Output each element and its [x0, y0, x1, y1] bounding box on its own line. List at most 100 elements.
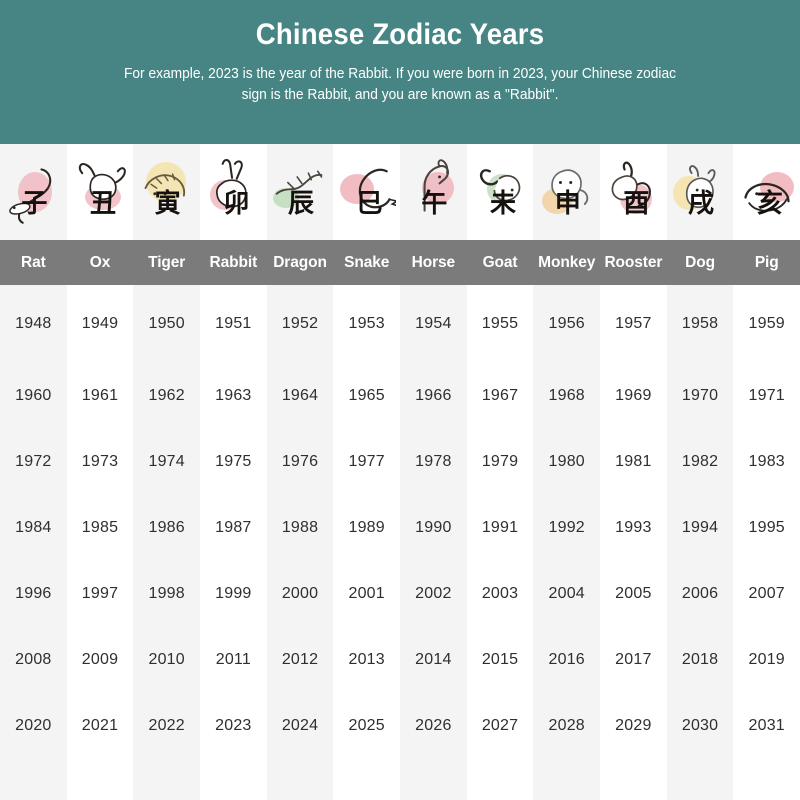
year-cell: 2018 [681, 651, 719, 668]
animal-sketch-ox-icon [71, 154, 129, 231]
year-cell: 2017 [615, 651, 652, 668]
earthly-branch-character: 卯 [223, 188, 250, 219]
year-cell: 1982 [681, 453, 719, 470]
year-cell: 1992 [548, 519, 585, 536]
zodiac-label-goat: Goat [482, 254, 518, 271]
year-cell: 2004 [548, 585, 585, 602]
page-subtitle: For example, 2023 is the year of the Rab… [123, 66, 677, 103]
zodiac-year-grid: 1948 1949 1950 1951 1952 1953 1954 1955 1956 1957… [0, 285, 800, 759]
animal-sketch-goat-icon [471, 154, 529, 231]
page-title: Chinese Zodiac Years [255, 18, 545, 51]
year-cell: 1954 [415, 315, 452, 332]
year-cell: 2020 [15, 717, 52, 734]
zodiac-animal-sketch [423, 158, 450, 212]
zodiac-glyph: 午 [404, 154, 462, 230]
zodiac-animal-sketch [9, 167, 52, 224]
zodiac-glyph: 子 [4, 154, 62, 230]
zodiac-icon-cell-goat: 未 [467, 144, 534, 240]
zodiac-animal-sketch [275, 169, 323, 195]
zodiac-icon-cell-dragon: 辰 [267, 144, 334, 240]
zodiac-animal-sketch [216, 158, 248, 207]
zodiac-icon-cell-horse: 午 [400, 144, 467, 240]
year-cell: 1972 [15, 453, 52, 470]
zodiac-icon-cell-monkey: 申 [533, 144, 600, 240]
zodiac-label-ox: Ox [89, 254, 111, 271]
zodiac-animal-sketch [744, 182, 790, 212]
animal-sketch-pig-icon [738, 154, 796, 231]
year-cell: 2026 [415, 717, 452, 734]
year-cell: 1952 [281, 315, 319, 332]
year-cell: 2023 [215, 717, 252, 734]
ink-blob [339, 174, 374, 204]
animal-sketch-rabbit-icon [204, 154, 262, 231]
animal-sketch-snake-icon [338, 154, 399, 231]
year-cell: 2031 [748, 717, 785, 734]
year-cell: 2010 [148, 651, 185, 668]
earthly-branch-character: 申 [554, 188, 581, 219]
zodiac-icon-cell-tiger: 寅 [133, 144, 200, 240]
year-cell: 2011 [215, 651, 251, 668]
zodiac-animal-sketch [550, 168, 588, 205]
animal-sketch-tiger-icon [138, 154, 196, 231]
year-cell: 1973 [81, 453, 119, 470]
year-cell: 1950 [148, 315, 185, 332]
year-cell: 2015 [481, 651, 519, 668]
zodiac-table: 子 丑 寅 卯 辰 巳 午 未 申 酉 戌 亥 Rat Ox Tiger Rabbit Dragon Snake… [0, 144, 800, 759]
year-cell: 1974 [148, 453, 185, 470]
zodiac-label-pig: Pig [754, 254, 779, 271]
year-cell: 1981 [615, 453, 652, 470]
zodiac-icon-cell-ox: 丑 [67, 144, 134, 240]
year-cell: 1966 [415, 387, 452, 404]
year-cell: 1962 [148, 387, 185, 404]
zodiac-icon-cell-snake: 巳 [333, 144, 400, 240]
year-row: 2020 2021 2022 2023 2024 2025 2026 2027 2028 2029… [0, 693, 800, 759]
year-cell: 1978 [415, 453, 452, 470]
year-cell: 2009 [81, 651, 119, 668]
year-cell: 2027 [481, 717, 519, 734]
year-cell: 1960 [15, 387, 52, 404]
year-row: 1948 1949 1950 1951 1952 1953 1954 1955 1956 1957… [0, 285, 800, 363]
earthly-branch-character: 丑 [89, 188, 116, 219]
year-cell: 1988 [281, 519, 319, 536]
zodiac-icon-cell-pig: 亥 [733, 144, 800, 240]
year-cell: 1987 [215, 519, 252, 536]
year-cell: 1995 [748, 519, 785, 536]
zodiac-glyph: 酉 [604, 154, 662, 230]
year-cell: 1989 [348, 519, 385, 536]
zodiac-glyph: 巳 [338, 154, 399, 231]
year-row: 1972 1973 1974 1975 1976 1977 1978 1979 1980 1981… [0, 429, 800, 495]
zodiac-icon-cell-rooster: 酉 [600, 144, 667, 240]
zodiac-glyph: 未 [471, 154, 529, 230]
year-cell: 1959 [748, 315, 785, 332]
year-cell: 2030 [681, 717, 719, 734]
zodiac-icon-row: 子丑寅卯辰巳 午未申酉戌亥 [0, 144, 800, 240]
year-cell: 2016 [548, 651, 585, 668]
year-cell: 2025 [348, 717, 385, 734]
year-cell: 1957 [615, 315, 652, 332]
year-cell: 2024 [281, 717, 319, 734]
year-cell: 1997 [81, 585, 119, 602]
year-row: 2008 2009 2010 2011 2012 2013 2014 2015 2016 2017… [0, 627, 800, 693]
earthly-branch-character: 午 [421, 188, 448, 219]
zodiac-label-horse: Horse [411, 254, 456, 271]
earthly-branch-character: 戌 [688, 188, 715, 219]
year-cell: 1969 [615, 387, 652, 404]
animal-sketch-dog-icon [671, 154, 729, 231]
year-row: 1984 1985 1986 1987 1988 1989 1990 1991 1992 1993… [0, 495, 800, 561]
zodiac-glyph: 丑 [71, 154, 129, 230]
year-cell: 1996 [15, 585, 52, 602]
year-cell: 1968 [548, 387, 585, 404]
year-cell: 1975 [215, 453, 252, 470]
zodiac-glyph: 申 [538, 154, 596, 230]
year-cell: 1961 [81, 387, 119, 404]
year-cell: 1993 [615, 519, 652, 536]
ink-blob [145, 162, 186, 202]
year-cell: 1958 [681, 315, 719, 332]
zodiac-icon-cell-rabbit: 卯 [200, 144, 267, 240]
zodiac-animal-sketch [78, 162, 126, 200]
year-cell: 1953 [348, 315, 385, 332]
earthly-branch-character: 巳 [356, 188, 383, 219]
animal-sketch-rooster-icon [604, 154, 662, 231]
year-cell: 2005 [615, 585, 652, 602]
zodiac-animal-sketch [685, 164, 716, 208]
